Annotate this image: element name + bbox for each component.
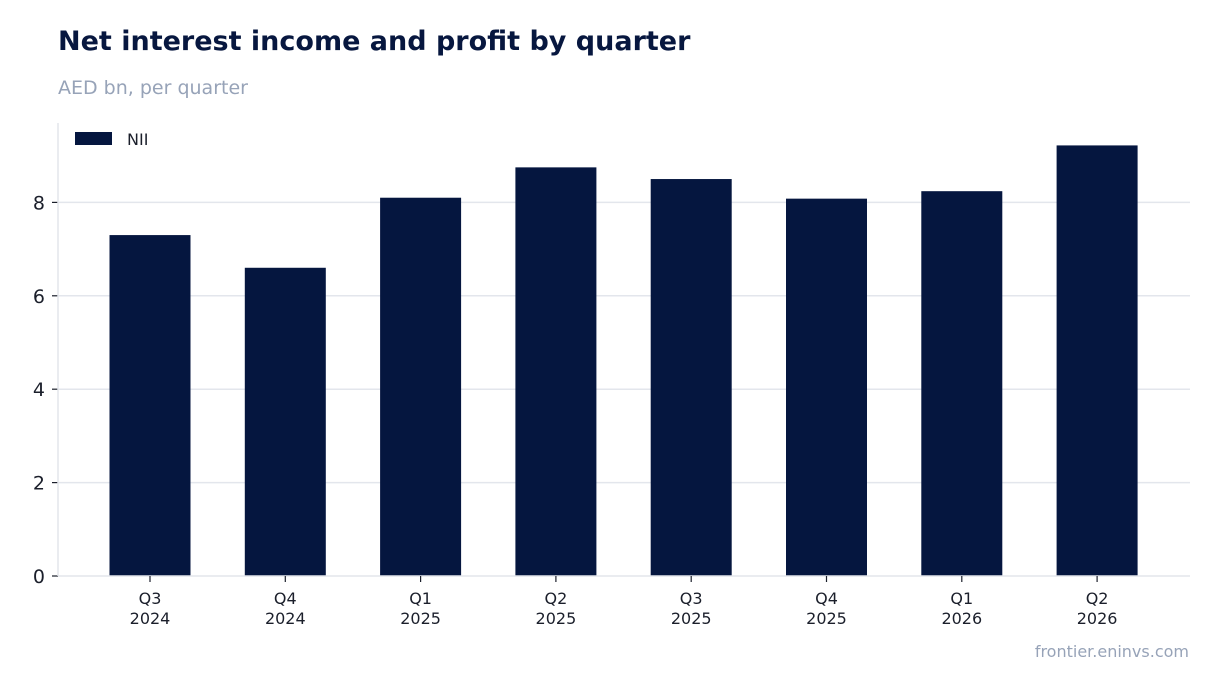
bar-q3-2024 xyxy=(109,235,191,577)
y-tick-label-4: 4 xyxy=(33,379,45,401)
bar-q3-2025 xyxy=(650,179,732,576)
bars xyxy=(109,145,1138,577)
bar-q2-2025 xyxy=(515,167,597,577)
chart-subtitle: AED bn, per quarter xyxy=(58,77,248,99)
bar-q4-2025 xyxy=(786,198,867,576)
axes: 0 2 4 6 8 Q3 2024 Q4 2024 Q1 2025 Q2 2025 Q3 2025 Q4 202… xyxy=(33,123,1190,628)
legend-swatch-nii xyxy=(75,132,112,145)
x-tick-label: Q4 2025 xyxy=(806,589,847,628)
bar-q1-2025 xyxy=(380,197,462,576)
x-tick-label: Q2 2026 xyxy=(1077,589,1118,628)
bar-q4-2024 xyxy=(244,267,326,576)
x-tick-label: Q2 2025 xyxy=(536,589,577,628)
legend-label-nii: NII xyxy=(127,130,148,149)
y-tick-label-8: 8 xyxy=(33,192,45,214)
x-tick-label: Q3 2024 xyxy=(130,589,171,628)
x-tick-label: Q1 2026 xyxy=(941,589,982,628)
x-tick-label: Q4 2024 xyxy=(265,589,306,628)
bar-q2-2026 xyxy=(1056,145,1138,576)
chart-title: Net interest income and profit by quarte… xyxy=(58,26,691,57)
source-credit: frontier.eninvs.com xyxy=(1034,642,1189,661)
bar-q1-2026 xyxy=(921,191,1003,576)
y-tick-label-6: 6 xyxy=(33,286,45,308)
x-tick-label: Q1 2025 xyxy=(400,589,441,628)
x-tick-label: Q3 2025 xyxy=(671,589,712,628)
legend: NII xyxy=(75,130,148,149)
grid-lines xyxy=(58,201,1190,484)
y-tick-label-0: 0 xyxy=(33,566,45,588)
y-tick-label-2: 2 xyxy=(33,473,45,495)
